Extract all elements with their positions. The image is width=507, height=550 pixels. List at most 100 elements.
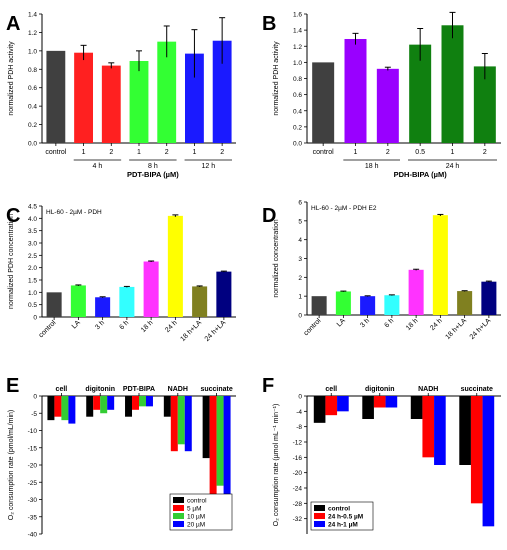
y-tick-label: 4 xyxy=(298,237,302,244)
bar xyxy=(46,292,62,317)
y-axis-label: O₂ consumption rate (pmol/mL/min) xyxy=(8,410,15,520)
x-tick-label: 18 h xyxy=(140,319,155,334)
legend-label: 24 h-0.5 µM xyxy=(328,514,363,521)
bar xyxy=(163,396,171,417)
x-tick-label: 24 h xyxy=(164,319,179,334)
bar xyxy=(408,269,424,315)
x-tick-label: 1 xyxy=(137,149,141,156)
x-tick-label: 24 h+LA xyxy=(469,317,493,341)
group-label: 18 h xyxy=(365,163,379,170)
bar xyxy=(311,296,327,315)
bar xyxy=(312,62,335,143)
category-label: digitonin xyxy=(85,386,115,393)
chart-panel-c: C 0 0.5 1.0 1.5 2.0 2.5 3.0 3.5 4.0 4.5 normalized … xyxy=(6,204,236,343)
bar xyxy=(209,396,217,514)
y-tick-label: 3.5 xyxy=(28,228,37,235)
x-tick-label: 1 xyxy=(451,149,455,156)
category-label: digitonin xyxy=(365,386,395,393)
chart-panel-b: B 0.0 0.2 0.4 0.6 0.8 1.0 1.2 1.4 1.6 normalized P… xyxy=(262,12,501,179)
x-tick-label: 0.5 xyxy=(415,149,425,156)
y-axis-label: normalized PDH concentration xyxy=(8,214,15,309)
bar xyxy=(119,286,135,317)
bar xyxy=(470,396,483,504)
bar xyxy=(170,396,178,452)
bar xyxy=(202,396,210,459)
x-axis-label: PDT-BIPA (µM) xyxy=(127,170,179,179)
x-tick-label: 2 xyxy=(386,149,390,156)
legend-label: 5 µM xyxy=(187,506,202,513)
y-tick-label: 5 xyxy=(298,218,302,225)
y-tick-label: 0 xyxy=(33,315,37,322)
bar xyxy=(132,396,139,410)
y-tick-label: 1.2 xyxy=(28,30,37,37)
legend-swatch xyxy=(173,521,184,527)
y-tick-label: 0.4 xyxy=(28,104,37,111)
x-tick-label: 2 xyxy=(109,149,113,156)
x-tick-label: 3 h xyxy=(94,319,106,331)
x-tick-label: LA xyxy=(71,319,82,330)
panel-letter: C xyxy=(6,205,20,227)
y-tick-label: 1.6 xyxy=(293,12,302,19)
y-tick-label: 1.5 xyxy=(28,278,37,285)
y-tick-label: 0.8 xyxy=(293,76,302,83)
y-axis-label: normalized concentration xyxy=(273,219,280,297)
bar xyxy=(335,291,351,315)
category-label: NADH xyxy=(168,386,188,393)
y-axis-label: normalized PDH activity xyxy=(8,41,15,116)
y-tick-label: -32 xyxy=(293,516,303,523)
y-tick-label: -30 xyxy=(28,497,38,504)
bar xyxy=(70,285,86,317)
y-axis-label: O₂ consumption rate (µmol mL⁻¹ min⁻¹) xyxy=(273,404,280,527)
bar xyxy=(145,396,153,407)
x-axis-label: PDH-BIPA (µM) xyxy=(394,170,448,179)
category-label: PDT-BIPA xyxy=(123,386,155,393)
y-tick-label: -8 xyxy=(296,424,302,431)
y-tick-label: 1.0 xyxy=(28,290,37,297)
bar xyxy=(482,396,495,527)
x-tick-label: 24 h+LA xyxy=(204,319,228,343)
bar xyxy=(185,53,204,143)
y-tick-label: 3.0 xyxy=(28,241,37,248)
y-tick-label: 0.2 xyxy=(28,122,37,129)
bar xyxy=(61,396,69,421)
group-label: 8 h xyxy=(148,163,158,170)
x-tick-label: 1 xyxy=(82,149,86,156)
chart-panel-d: D 0 1 2 3 4 5 6 normalized concentration control L… xyxy=(262,200,501,341)
x-tick-label: 2 xyxy=(220,149,224,156)
bar xyxy=(74,52,93,144)
bar xyxy=(457,291,473,315)
bar xyxy=(184,396,192,452)
bar xyxy=(95,297,111,317)
bar xyxy=(107,396,115,410)
legend-swatch xyxy=(314,513,325,519)
bar xyxy=(93,396,101,410)
chart-panel-e: E 0 -5 -10 -15 -20 -25 -30 -35 -40 O₂ consumption … xyxy=(6,375,236,539)
chart-subtitle: HL-60 - 2µM - PDH xyxy=(46,209,102,216)
legend-swatch xyxy=(314,505,325,511)
bar xyxy=(313,396,326,423)
y-tick-label: 2 xyxy=(298,275,302,282)
group-label: 4 h xyxy=(93,163,103,170)
panel-letter: D xyxy=(262,205,276,227)
y-tick-label: 4.0 xyxy=(28,216,37,223)
bar xyxy=(143,261,159,317)
legend-swatch xyxy=(314,521,325,527)
bar xyxy=(385,396,398,408)
legend-swatch xyxy=(173,505,184,511)
legend-swatch xyxy=(173,497,184,503)
y-tick-label: -10 xyxy=(28,428,38,435)
bar xyxy=(325,396,338,416)
bar xyxy=(360,296,376,315)
bar xyxy=(157,41,177,144)
bar xyxy=(125,396,133,417)
panel-letter: F xyxy=(262,375,274,397)
legend-swatch xyxy=(173,513,184,519)
bar xyxy=(68,396,76,424)
bar xyxy=(473,66,496,143)
bar xyxy=(86,396,94,417)
x-tick-label: 18 h+LA xyxy=(445,317,469,341)
bar xyxy=(129,60,149,143)
bar xyxy=(54,396,62,417)
legend-label: 10 µM xyxy=(187,514,205,521)
